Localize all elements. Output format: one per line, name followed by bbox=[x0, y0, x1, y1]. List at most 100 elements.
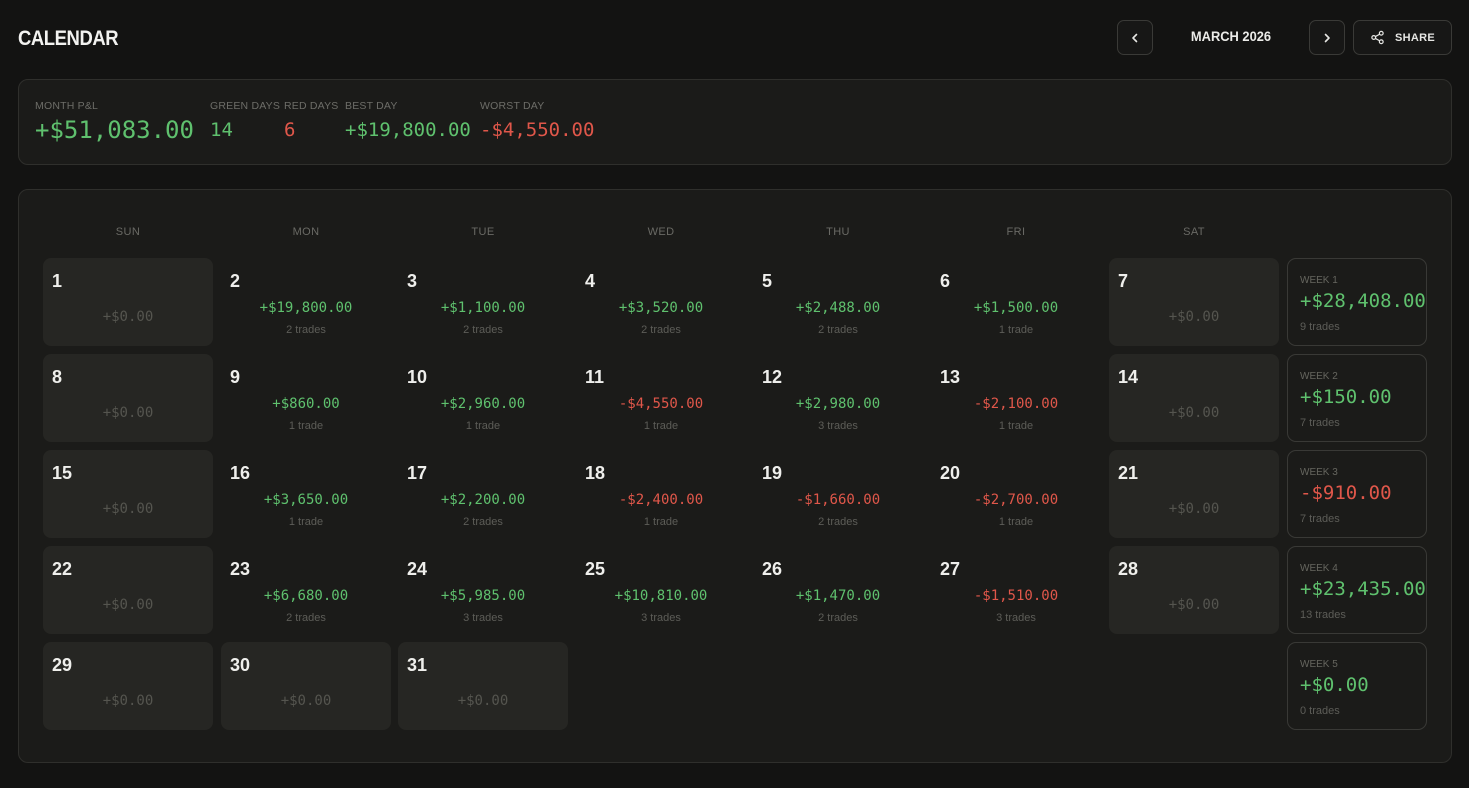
day-pnl: +$3,520.00 bbox=[618, 300, 704, 316]
week-trade-count: 13 trades bbox=[1300, 609, 1346, 621]
day-cell-15[interactable]: 15 +$0.00 bbox=[43, 450, 213, 538]
week-pnl: -$910.00 bbox=[1300, 482, 1392, 504]
green-days-value: 14 bbox=[210, 119, 233, 141]
week-summary-3[interactable]: WEEK 3 -$910.00 7 trades bbox=[1287, 450, 1427, 538]
worst-day-stat: WORST DAY -$4,550.00 bbox=[480, 100, 594, 141]
day-cell-25[interactable]: 25 +$10,810.00 3 trades bbox=[576, 546, 746, 634]
prev-month-button[interactable] bbox=[1117, 20, 1153, 55]
week-trade-count: 0 trades bbox=[1300, 705, 1340, 717]
day-pnl: +$0.00 bbox=[457, 693, 509, 709]
day-number: 26 bbox=[762, 559, 783, 579]
green-days-stat: GREEN DAYS 14 bbox=[210, 100, 280, 141]
day-cell-19[interactable]: 19 -$1,660.00 2 trades bbox=[753, 450, 923, 538]
day-cell-24[interactable]: 24 +$5,985.00 3 trades bbox=[398, 546, 568, 634]
week-trade-count: 7 trades bbox=[1300, 513, 1340, 525]
share-button[interactable]: SHARE bbox=[1353, 20, 1452, 55]
day-cell-20[interactable]: 20 -$2,700.00 1 trade bbox=[931, 450, 1101, 538]
day-cell-16[interactable]: 16 +$3,650.00 1 trade bbox=[221, 450, 391, 538]
week-summary-5[interactable]: WEEK 5 +$0.00 0 trades bbox=[1287, 642, 1427, 730]
day-trade-count: 1 trade bbox=[643, 516, 679, 528]
week-summary-1[interactable]: WEEK 1 +$28,408.00 9 trades bbox=[1287, 258, 1427, 346]
day-number: 25 bbox=[585, 559, 606, 579]
day-cell-10[interactable]: 10 +$2,960.00 1 trade bbox=[398, 354, 568, 442]
best-day-value: +$19,800.00 bbox=[345, 119, 471, 141]
day-trade-count: 1 trade bbox=[465, 420, 501, 432]
day-trade-count: 1 trade bbox=[288, 516, 324, 528]
day-cell-5[interactable]: 5 +$2,488.00 2 trades bbox=[753, 258, 923, 346]
day-cell-6[interactable]: 6 +$1,500.00 1 trade bbox=[931, 258, 1101, 346]
week-pnl: +$28,408.00 bbox=[1300, 290, 1426, 312]
day-cell-2[interactable]: 2 +$19,800.00 2 trades bbox=[221, 258, 391, 346]
day-pnl: -$1,510.00 bbox=[973, 588, 1059, 604]
day-cell-29[interactable]: 29 +$0.00 bbox=[43, 642, 213, 730]
day-pnl: +$2,980.00 bbox=[795, 396, 881, 412]
day-cell-23[interactable]: 23 +$6,680.00 2 trades bbox=[221, 546, 391, 634]
day-cell-21[interactable]: 21 +$0.00 bbox=[1109, 450, 1279, 538]
week-label: WEEK 4 bbox=[1300, 563, 1338, 574]
weekday-header-thu: THU bbox=[826, 226, 850, 238]
red-days-label: RED DAYS bbox=[284, 100, 339, 112]
week-pnl: +$23,435.00 bbox=[1300, 578, 1426, 600]
day-cell-9[interactable]: 9 +$860.00 1 trade bbox=[221, 354, 391, 442]
day-cell-27[interactable]: 27 -$1,510.00 3 trades bbox=[931, 546, 1101, 634]
day-trade-count: 1 trade bbox=[643, 420, 679, 432]
day-trade-count: 2 trades bbox=[286, 324, 326, 336]
weekday-header-sun: SUN bbox=[115, 226, 141, 238]
day-trade-count: 1 trade bbox=[288, 420, 324, 432]
day-cell-13[interactable]: 13 -$2,100.00 1 trade bbox=[931, 354, 1101, 442]
week-label: WEEK 2 bbox=[1300, 371, 1338, 382]
day-trade-count: 3 trades bbox=[996, 612, 1036, 624]
day-number: 14 bbox=[1118, 367, 1139, 387]
day-pnl: +$2,200.00 bbox=[440, 492, 526, 508]
worst-day-label: WORST DAY bbox=[480, 100, 545, 112]
day-cell-7[interactable]: 7 +$0.00 bbox=[1109, 258, 1279, 346]
month-pnl-stat: MONTH P&L +$51,083.00 bbox=[35, 100, 194, 144]
day-cell-31[interactable]: 31 +$0.00 bbox=[398, 642, 568, 730]
next-month-button[interactable] bbox=[1309, 20, 1345, 55]
day-cell-8[interactable]: 8 +$0.00 bbox=[43, 354, 213, 442]
week-summary-4[interactable]: WEEK 4 +$23,435.00 13 trades bbox=[1287, 546, 1427, 634]
day-cell-22[interactable]: 22 +$0.00 bbox=[43, 546, 213, 634]
day-cell-11[interactable]: 11 -$4,550.00 1 trade bbox=[576, 354, 746, 442]
month-pnl-label: MONTH P&L bbox=[35, 100, 99, 112]
day-cell-4[interactable]: 4 +$3,520.00 2 trades bbox=[576, 258, 746, 346]
day-number: 15 bbox=[52, 463, 73, 483]
day-cell-1[interactable]: 1 +$0.00 bbox=[43, 258, 213, 346]
week-label: WEEK 1 bbox=[1300, 275, 1338, 286]
day-pnl: +$0.00 bbox=[102, 597, 154, 613]
day-number: 27 bbox=[940, 559, 961, 579]
week-summary-2[interactable]: WEEK 2 +$150.00 7 trades bbox=[1287, 354, 1427, 442]
day-cell-12[interactable]: 12 +$2,980.00 3 trades bbox=[753, 354, 923, 442]
day-pnl: -$4,550.00 bbox=[618, 396, 704, 412]
day-pnl: +$2,960.00 bbox=[440, 396, 526, 412]
share-icon bbox=[1371, 30, 1384, 45]
page-title: CALENDAR bbox=[18, 27, 119, 50]
day-number: 12 bbox=[762, 367, 783, 387]
day-pnl: -$2,400.00 bbox=[618, 492, 704, 508]
day-cell-28[interactable]: 28 +$0.00 bbox=[1109, 546, 1279, 634]
day-trade-count: 2 trades bbox=[818, 516, 858, 528]
day-number: 2 bbox=[230, 271, 241, 291]
day-cell-26[interactable]: 26 +$1,470.00 2 trades bbox=[753, 546, 923, 634]
day-cell-17[interactable]: 17 +$2,200.00 2 trades bbox=[398, 450, 568, 538]
weekday-header-mon: MON bbox=[292, 226, 320, 238]
day-number: 24 bbox=[407, 559, 428, 579]
current-month-label: MARCH 2026 bbox=[1190, 28, 1272, 44]
day-cell-14[interactable]: 14 +$0.00 bbox=[1109, 354, 1279, 442]
day-trade-count: 2 trades bbox=[463, 324, 503, 336]
month-pnl-value: +$51,083.00 bbox=[35, 116, 194, 144]
day-number: 17 bbox=[407, 463, 428, 483]
day-trade-count: 2 trades bbox=[641, 324, 681, 336]
day-cell-18[interactable]: 18 -$2,400.00 1 trade bbox=[576, 450, 746, 538]
best-day-stat: BEST DAY +$19,800.00 bbox=[345, 100, 471, 141]
day-number: 22 bbox=[52, 559, 73, 579]
day-trade-count: 3 trades bbox=[641, 612, 681, 624]
day-number: 1 bbox=[52, 271, 63, 291]
day-number: 20 bbox=[940, 463, 961, 483]
day-pnl: +$0.00 bbox=[102, 309, 154, 325]
day-pnl: +$0.00 bbox=[1168, 597, 1220, 613]
day-pnl: +$6,680.00 bbox=[263, 588, 349, 604]
day-cell-3[interactable]: 3 +$1,100.00 2 trades bbox=[398, 258, 568, 346]
day-cell-30[interactable]: 30 +$0.00 bbox=[221, 642, 391, 730]
day-number: 7 bbox=[1118, 271, 1129, 291]
